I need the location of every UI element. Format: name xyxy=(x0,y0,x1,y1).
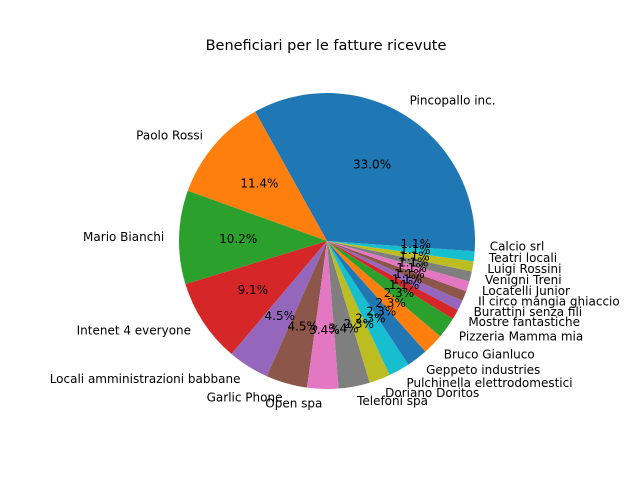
slice-pizzeria-mamma-mia xyxy=(327,241,453,337)
percentage-label: 1.1% xyxy=(396,261,427,275)
category-label: Pincopallo inc. xyxy=(410,94,496,108)
percentage-label: 10.2% xyxy=(219,232,257,246)
category-label: Luigi Rossini xyxy=(487,262,561,276)
percentage-label: 1.1% xyxy=(389,278,420,292)
category-label: Telefoni spa xyxy=(356,394,428,408)
category-label: Doriano Doritos xyxy=(385,386,479,400)
slice-open-spa xyxy=(307,241,339,389)
slice-geppeto-industries xyxy=(327,241,426,365)
slice-venigni-treni xyxy=(327,241,472,282)
slice-bruco-gianluco xyxy=(327,241,441,352)
slice-mostre-fantastiche xyxy=(327,241,458,319)
percentage-label: 1.1% xyxy=(394,267,425,281)
slice-doriano-doritos xyxy=(327,241,390,383)
category-label: Open spa xyxy=(265,397,322,411)
pie-slices xyxy=(179,92,476,389)
category-label: Mostre fantastiche xyxy=(468,315,580,329)
percentage-label: 2.3% xyxy=(343,317,374,331)
slice-luigi-rossini xyxy=(327,241,474,272)
percentage-label: 1.1% xyxy=(398,255,429,269)
category-label: Pulchinella elettrodomestici xyxy=(406,376,572,390)
percentage-label: 2.3% xyxy=(375,296,406,310)
percentage-label: 2.3% xyxy=(366,304,397,318)
percentage-label: 9.1% xyxy=(238,283,269,297)
slice-paolo-rossi xyxy=(187,111,327,241)
category-label: Geppeto industries xyxy=(426,363,540,377)
category-label: Burattini senza fili xyxy=(474,305,583,319)
category-labels: Pincopallo inc. Paolo Rossi Mario Bianchi I… xyxy=(50,94,620,411)
category-label: Locali amministrazioni babbane xyxy=(50,372,241,386)
slice-locali-amministrazioni-babbane xyxy=(231,241,327,377)
category-label: Bruco Gianluco xyxy=(444,347,535,361)
category-label: Locatelli Junior xyxy=(482,284,570,298)
percentage-label: 3.4% xyxy=(328,321,359,335)
slice-intenet-4-everyone xyxy=(185,241,327,355)
slice-teatri-locali xyxy=(327,241,475,262)
category-label: Calcio srl xyxy=(490,240,545,254)
percentage-label: 1.1% xyxy=(399,249,430,263)
category-label: Pizzeria Mamma mia xyxy=(459,329,583,343)
slice-pincopallo-inc xyxy=(255,92,476,241)
category-label: Intenet 4 everyone xyxy=(77,324,191,338)
slice-pulchinella-elettrodomestici xyxy=(327,241,409,376)
slice-burattini-senza-fili xyxy=(327,241,463,310)
percentage-label: 33.0% xyxy=(353,157,391,171)
percentage-label: 1.1% xyxy=(400,243,431,257)
percentage-label: 2.3% xyxy=(384,286,415,300)
slice-locatelli-junior xyxy=(327,241,470,292)
category-label: Venigni Treni xyxy=(485,273,562,287)
slice-mario-bianchi xyxy=(179,190,327,285)
percentage-label: 3.4% xyxy=(309,323,340,337)
category-label: Paolo Rossi xyxy=(136,128,203,142)
percentage-label: 4.5% xyxy=(265,309,296,323)
slice-il-circo-mangia-ghiaccio xyxy=(327,241,467,301)
slice-telefoni-spa xyxy=(327,241,370,389)
category-label: Mario Bianchi xyxy=(83,230,164,244)
percentage-label: 2.3% xyxy=(355,312,386,326)
percentage-label: 4.5% xyxy=(287,319,318,333)
slice-calcio-srl xyxy=(327,241,475,252)
chart-title: Beneficiari per le fatture ricevute xyxy=(206,38,447,54)
category-label: Teatri locali xyxy=(488,251,557,265)
category-label: Il circo mangia ghiaccio xyxy=(478,295,620,309)
percentage-label: 11.4% xyxy=(240,176,278,190)
slice-garlic-phone xyxy=(266,241,327,388)
percentage-label: 1.1% xyxy=(392,273,423,287)
category-label: Garlic Phone xyxy=(207,391,283,405)
percentage-label: 1.1% xyxy=(400,237,431,251)
percentage-labels: 33.0%11.4%10.2%9.1%4.5%4.5%3.4%3.4%2.3%2… xyxy=(219,157,431,336)
